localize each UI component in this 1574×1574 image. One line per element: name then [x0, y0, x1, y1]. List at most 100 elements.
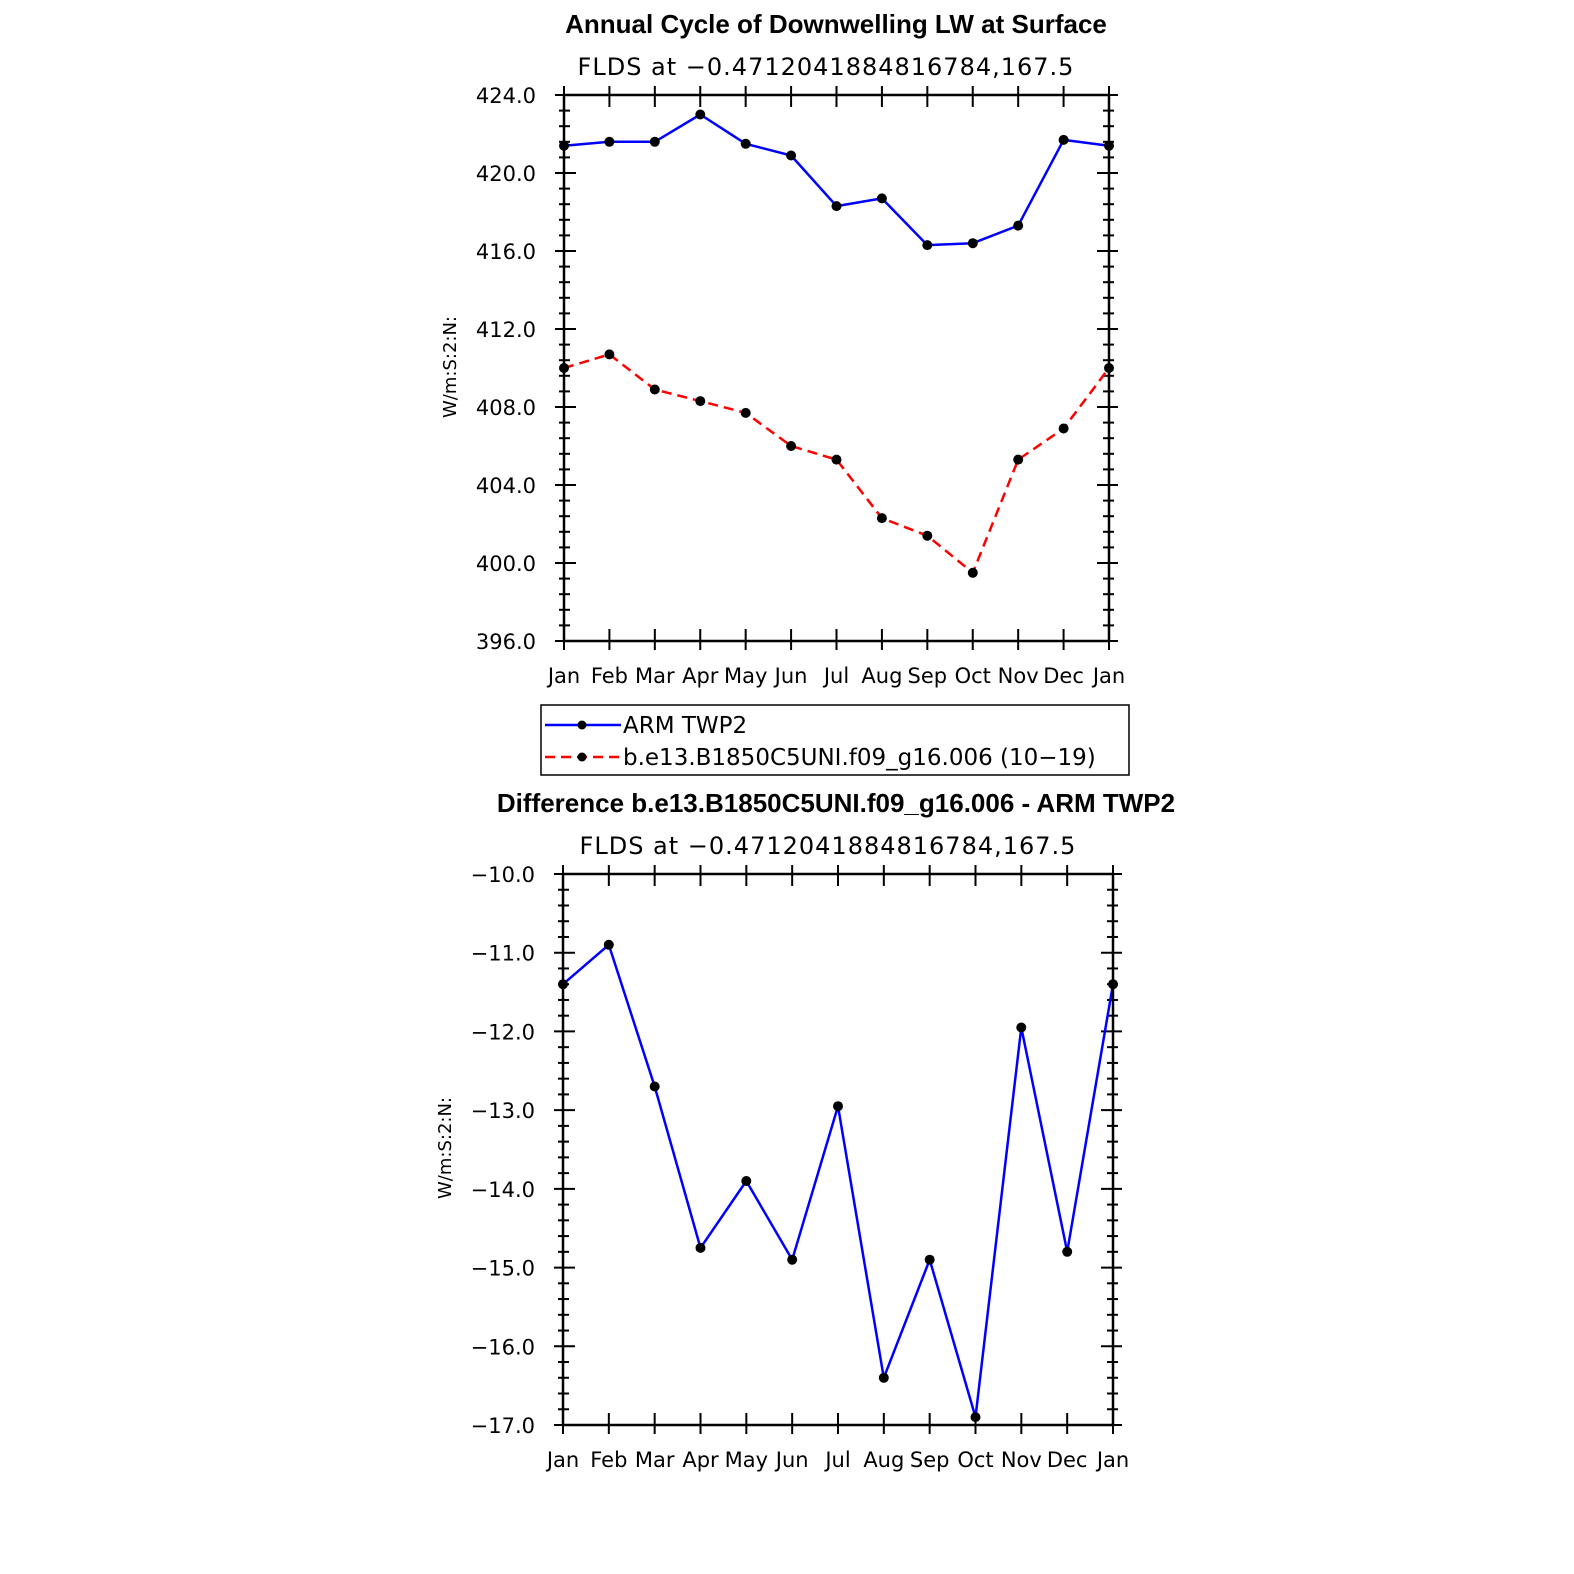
data-point — [924, 1254, 935, 1265]
data-point — [740, 138, 751, 149]
legend-item-model: b.e13.B1850C5UNI.f09_g16.006 (10−19) — [545, 745, 1096, 771]
x-tick-label: Aug — [863, 1448, 904, 1472]
legend-marker-arm — [577, 720, 587, 730]
y-tick-label: 404.0 — [476, 474, 536, 498]
chart-title: Annual Cycle of Downwelling LW at Surfac… — [565, 9, 1107, 39]
legend: ARM TWP2 b.e13.B1850C5UNI.f09_g16.006 (1… — [540, 704, 1130, 776]
chart-subtitle: FLDS at −0.4712041884816784,167.5 — [578, 53, 1075, 81]
x-tick-label: Dec — [1043, 664, 1084, 688]
legend-label-arm: ARM TWP2 — [623, 713, 747, 739]
data-point — [603, 939, 614, 950]
legend-item-arm: ARM TWP2 — [545, 713, 747, 739]
y-tick-label: 416.0 — [476, 240, 536, 264]
x-tick-label: Jan — [1095, 1448, 1129, 1472]
series-line-0 — [562, 943, 1115, 1419]
data-point — [1016, 1022, 1027, 1033]
x-tick-label: Nov — [998, 664, 1039, 688]
y-axis-label: W/m:S:2:N: — [440, 316, 461, 418]
data-point — [604, 136, 615, 147]
x-tick-label: Aug — [861, 664, 902, 688]
x-tick-label: Jun — [773, 664, 808, 688]
y-tick-label: −10.0 — [471, 863, 535, 887]
data-point — [831, 201, 842, 212]
y-tick-label: −14.0 — [471, 1178, 535, 1202]
chart-subtitle: FLDS at −0.4712041884816784,167.5 — [580, 832, 1077, 860]
data-point — [967, 238, 978, 249]
data-point — [1013, 454, 1024, 465]
data-point — [970, 1412, 981, 1423]
series-line-0 — [563, 113, 1110, 247]
x-tick-label: May — [725, 1448, 768, 1472]
legend-label-model: b.e13.B1850C5UNI.f09_g16.006 (10−19) — [623, 745, 1096, 771]
data-point — [878, 1372, 889, 1383]
y-tick-label: −15.0 — [471, 1257, 535, 1281]
y-tick-label: −17.0 — [471, 1414, 535, 1438]
data-point — [695, 396, 706, 407]
x-tick-label: May — [724, 664, 767, 688]
difference-chart: Difference b.e13.B1850C5UNI.f09_g16.006 … — [435, 788, 1175, 1472]
data-point — [1013, 220, 1024, 231]
x-tick-label: Mar — [635, 1448, 675, 1472]
legend-marker-model — [577, 752, 587, 762]
x-tick-label: Jan — [545, 1448, 579, 1472]
data-point — [649, 384, 660, 395]
annual-cycle-chart: Annual Cycle of Downwelling LW at Surfac… — [440, 9, 1125, 688]
x-tick-label: Jan — [546, 664, 580, 688]
y-tick-label: 408.0 — [476, 396, 536, 420]
x-tick-label: Feb — [590, 1448, 627, 1472]
y-axis-label: W/m:S:2:N: — [435, 1097, 456, 1199]
x-tick-label: Sep — [910, 1448, 950, 1472]
axes: Jan Feb Mar Apr May Jun Jul Aug Sep Oct Nov Dec Jan 3… — [476, 84, 1125, 688]
x-tick-label: Feb — [591, 664, 628, 688]
x-tick-label: Nov — [1001, 1448, 1042, 1472]
y-tick-label: −13.0 — [471, 1099, 535, 1123]
x-tick-label: Jun — [774, 1448, 809, 1472]
data-point — [833, 1101, 843, 1112]
x-tick-label: Oct — [955, 664, 991, 688]
data-point — [786, 441, 797, 451]
y-tick-label: 420.0 — [476, 162, 536, 186]
x-tick-label: Jan — [1091, 664, 1125, 688]
chart-title: Difference b.e13.B1850C5UNI.f09_g16.006 … — [497, 788, 1175, 818]
data-point — [922, 530, 933, 541]
data-point — [1058, 134, 1069, 145]
y-tick-label: 396.0 — [476, 630, 536, 654]
data-point — [604, 349, 615, 360]
plot-frame — [562, 93, 1111, 643]
y-tick-label: 412.0 — [476, 318, 536, 342]
plot-frame — [561, 872, 1115, 1427]
y-tick-label: 400.0 — [476, 552, 536, 576]
y-tick-label: −16.0 — [471, 1335, 535, 1359]
y-tick-label: −12.0 — [471, 1020, 535, 1044]
x-tick-label: Oct — [957, 1448, 993, 1472]
data-point — [649, 136, 660, 147]
data-point — [922, 240, 933, 251]
series-group — [559, 109, 1114, 578]
data-point — [1062, 1246, 1073, 1257]
x-tick-label: Jul — [822, 664, 849, 688]
data-point — [649, 1081, 660, 1092]
data-point — [740, 407, 751, 418]
data-point — [787, 1254, 798, 1265]
data-point — [741, 1176, 752, 1186]
x-tick-label: Jul — [823, 1448, 850, 1472]
data-point — [695, 1242, 706, 1253]
x-tick-label: Mar — [635, 664, 675, 688]
data-point — [786, 150, 797, 161]
x-tick-label: Sep — [908, 664, 948, 688]
y-tick-label: 424.0 — [476, 84, 536, 108]
x-tick-label: Dec — [1047, 1448, 1088, 1472]
data-point — [831, 454, 842, 465]
x-tick-label: Apr — [682, 1448, 719, 1472]
data-point — [876, 193, 887, 204]
data-point — [1058, 423, 1069, 434]
legend-box — [540, 704, 1130, 776]
series-group — [558, 939, 1118, 1423]
data-point — [695, 109, 706, 120]
y-tick-label: −11.0 — [471, 942, 535, 966]
x-tick-label: Apr — [682, 664, 719, 688]
data-point — [967, 567, 978, 578]
axes: Jan Feb Mar Apr May Jun Jul Aug Sep Oct Nov Dec Jan−… — [471, 863, 1130, 1472]
data-point — [876, 513, 887, 524]
